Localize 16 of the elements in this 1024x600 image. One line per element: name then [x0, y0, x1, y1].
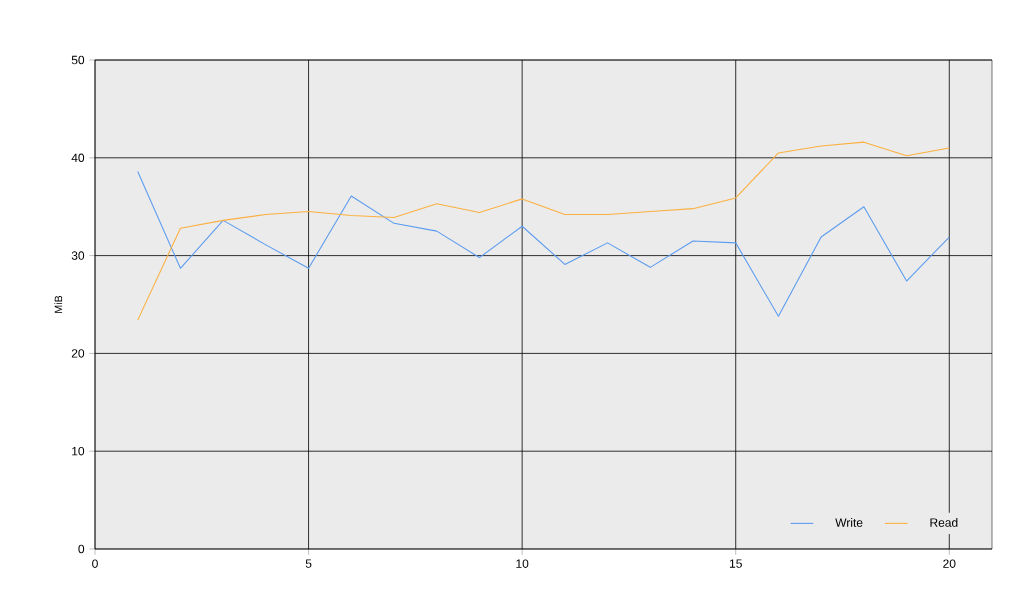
y-tick-label: 10 — [72, 446, 85, 456]
x-tick-label: 15 — [729, 559, 742, 568]
legend-label: Read — [930, 518, 958, 527]
x-tick-label: 0 — [92, 559, 98, 568]
y-axis-title: MiB — [54, 295, 63, 313]
line-series — [137, 170, 950, 317]
y-tick-label: 20 — [71, 349, 85, 358]
x-tick-label: 20 — [943, 559, 956, 568]
legend-label: Write — [835, 518, 863, 527]
line-series — [137, 141, 950, 321]
y-tick-label: 50 — [71, 55, 85, 65]
x-tick-label: 5 — [305, 559, 312, 568]
y-tick-label: 40 — [71, 153, 85, 163]
y-tick-label: 0 — [78, 544, 85, 554]
x-tick-label: 10 — [516, 559, 529, 568]
y-tick-label: 30 — [71, 251, 85, 260]
